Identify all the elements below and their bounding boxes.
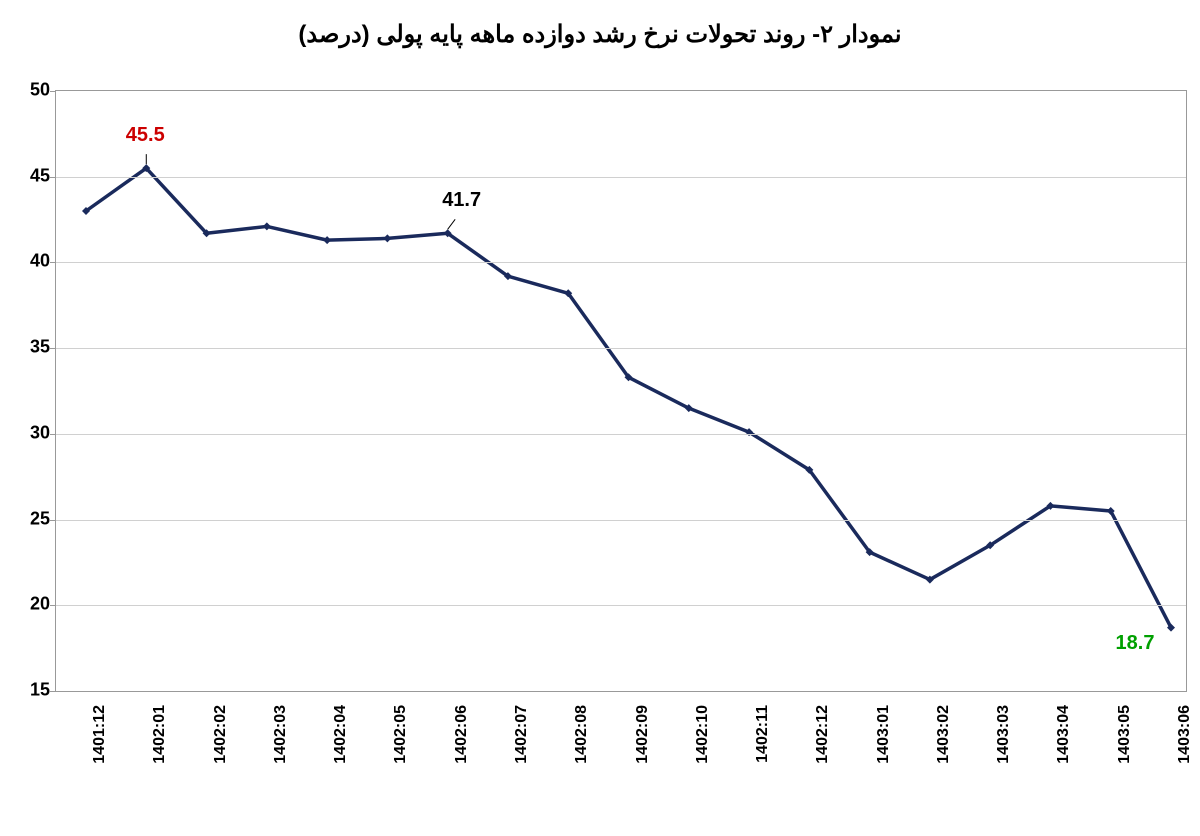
y-tick [50, 520, 56, 521]
chart-title: نمودار ۲- روند تحولات نرخ رشد دوازده ماه… [0, 20, 1200, 49]
data-annotation: 41.7 [442, 189, 481, 212]
gridline [56, 177, 1186, 178]
x-axis-label: 1402:06 [453, 705, 471, 764]
x-axis-label: 1403:01 [875, 705, 893, 764]
data-annotation: 45.5 [126, 124, 165, 147]
y-tick [50, 434, 56, 435]
gridline [56, 348, 1186, 349]
chart-container: نمودار ۲- روند تحولات نرخ رشد دوازده ماه… [0, 0, 1200, 836]
x-axis-label: 1403:03 [995, 705, 1013, 764]
gridline [56, 605, 1186, 606]
annotation-leader [448, 219, 456, 229]
y-tick [50, 177, 56, 178]
x-axis-label: 1403:06 [1176, 705, 1194, 764]
data-marker [383, 234, 391, 242]
y-axis-label: 20 [10, 594, 50, 615]
x-axis-label: 1402:04 [332, 705, 350, 764]
data-marker [263, 222, 271, 230]
y-tick [50, 262, 56, 263]
y-tick [50, 605, 56, 606]
y-axis-label: 25 [10, 508, 50, 529]
x-axis-label: 1402:09 [634, 705, 652, 764]
x-axis-label: 1403:02 [935, 705, 953, 764]
y-axis-label: 35 [10, 337, 50, 358]
x-axis-label: 1402:05 [392, 705, 410, 764]
y-axis-label: 40 [10, 251, 50, 272]
plot-area [55, 90, 1187, 692]
data-line [86, 168, 1171, 627]
x-axis-label: 1403:04 [1055, 705, 1073, 764]
y-tick [50, 348, 56, 349]
y-tick [50, 91, 56, 92]
x-axis-label: 1402:02 [212, 705, 230, 764]
y-axis-label: 30 [10, 422, 50, 443]
x-axis-label: 1402:03 [272, 705, 290, 764]
x-axis-label: 1402:12 [814, 705, 832, 764]
x-axis-label: 1402:01 [151, 705, 169, 764]
data-annotation: 18.7 [1116, 632, 1155, 655]
data-marker [323, 236, 331, 244]
y-axis-label: 45 [10, 165, 50, 186]
x-axis-label: 1402:11 [754, 705, 772, 763]
x-axis-label: 1401:12 [91, 705, 109, 764]
gridline [56, 434, 1186, 435]
y-axis-label: 50 [10, 80, 50, 101]
x-axis-label: 1402:08 [573, 705, 591, 764]
x-axis-label: 1403:05 [1116, 705, 1134, 764]
gridline [56, 262, 1186, 263]
gridline [56, 520, 1186, 521]
x-axis-label: 1402:07 [513, 705, 531, 764]
x-axis-label: 1402:10 [694, 705, 712, 764]
y-tick [50, 691, 56, 692]
y-axis-label: 15 [10, 680, 50, 701]
chart-svg [56, 91, 1186, 691]
